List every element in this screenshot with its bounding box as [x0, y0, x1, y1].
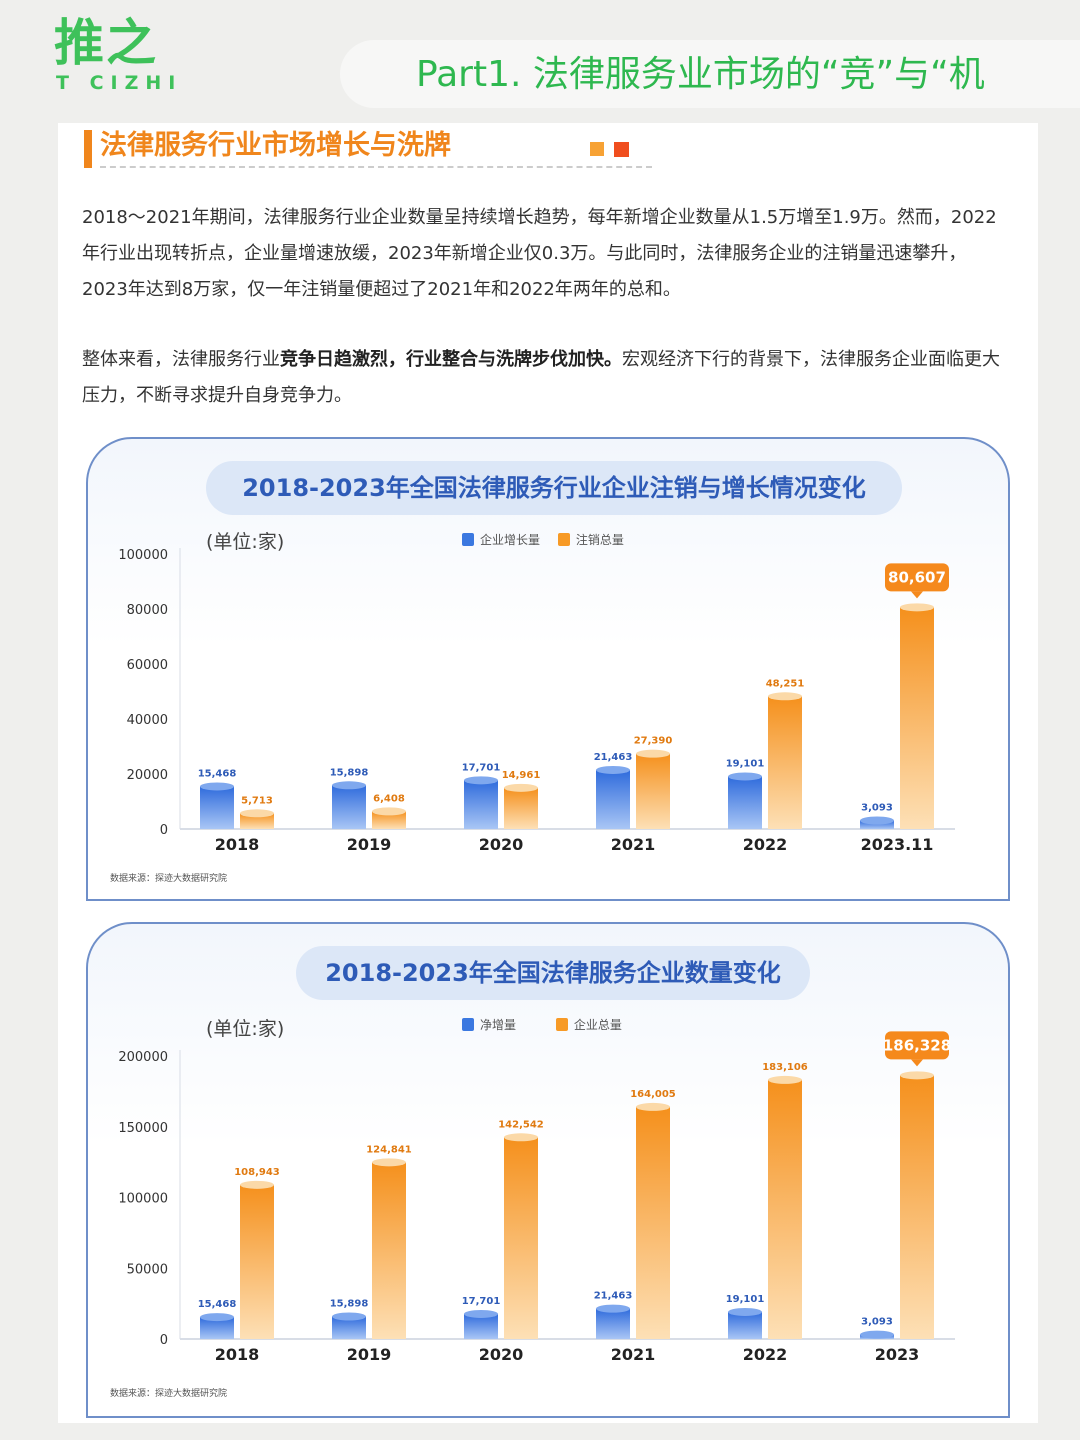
paragraph-2-start: 整体来看，法律服务行业 [82, 349, 280, 370]
data-label: 27,390 [634, 736, 673, 747]
data-label: 17,701 [462, 762, 501, 773]
bar-cap [332, 781, 366, 790]
bar-注销总量 [636, 753, 670, 829]
logo-main-text: 推之 [54, 14, 158, 72]
paragraph-2-end: 宏观经济下行的背景下，法律服务企业面临更大压力，不断寻求提升自身竞争力。 [82, 349, 1000, 406]
bar-cap [372, 807, 406, 816]
x-tick-label: 2022 [743, 835, 788, 854]
data-label: 21,463 [594, 752, 633, 763]
legend-item: 净增量 [462, 1018, 516, 1032]
bar-cap [464, 776, 498, 785]
bar-cap [860, 816, 894, 825]
bar-注销总量 [900, 607, 934, 829]
decor-square-red [614, 142, 629, 157]
bar-企业增长量 [860, 820, 894, 829]
section-divider [100, 166, 652, 168]
bar-注销总量 [768, 696, 802, 829]
data-label: 15,468 [198, 768, 237, 779]
x-tick-label: 2019 [347, 835, 392, 854]
bar-cap [728, 772, 762, 781]
bar-cap [504, 783, 538, 792]
chart-1-title: 2018-2023年全国法律服务行业企业注销与增长情况变化 [206, 461, 902, 515]
bar-注销总量 [372, 811, 406, 829]
bar-企业增长量 [728, 776, 762, 829]
chart-2-source: 数据来源：探迹大数据研究院 [110, 1389, 228, 1399]
brand-logo: 推之 T CIZHI [54, 14, 184, 104]
header-banner [340, 40, 1080, 108]
logo-sub-text: T CIZHI [56, 72, 183, 94]
highlight-label: 80,607 [888, 568, 946, 586]
bar-企业增长量 [596, 769, 630, 829]
data-label: 15,898 [330, 767, 369, 778]
bar-cap [768, 692, 802, 701]
bar-cap [200, 782, 234, 791]
chart-2-legend: 净增量 企业总量 [462, 1016, 636, 1033]
chart-2-title: 2018-2023年全国法律服务企业数量变化 [296, 946, 810, 1000]
legend-swatch-orange [555, 1018, 568, 1031]
section-accent-bar [84, 130, 92, 168]
legend-swatch-blue [462, 1018, 474, 1031]
data-label: 14,961 [502, 770, 541, 781]
bar-企业增长量 [200, 786, 234, 829]
x-tick-label: 2020 [479, 835, 524, 854]
highlight-callout-pointer [911, 591, 923, 599]
bar-cap [636, 749, 670, 758]
page-title: Part1. 法律服务业市场的“竞”与“机 [416, 54, 985, 95]
bar-cap [596, 765, 630, 774]
legend-item: 注销总量 [557, 533, 624, 547]
y-tick-label: 0 [160, 823, 168, 838]
legend-label: 净增量 [480, 1018, 517, 1032]
x-tick-label: 2023.11 [861, 835, 934, 854]
legend-item: 企业增长量 [462, 533, 540, 547]
section-title: 法律服务行业市场增长与洗牌 [100, 130, 451, 161]
bar-企业增长量 [332, 785, 366, 829]
bar-注销总量 [240, 813, 274, 829]
y-tick-label: 100000 [118, 548, 168, 563]
data-label: 5,713 [241, 795, 273, 806]
x-tick-label: 2021 [611, 835, 656, 854]
decor-square-orange [590, 142, 604, 156]
data-label: 6,408 [373, 793, 405, 804]
y-tick-label: 40000 [127, 713, 168, 728]
data-label: 48,251 [766, 678, 805, 689]
paragraph-1: 2018～2021年期间，法律服务行业企业数量呈持续增长趋势，每年新增企业数量从… [82, 207, 997, 300]
y-tick-label: 80000 [127, 603, 168, 618]
legend-swatch-orange [557, 533, 570, 546]
chart-1-source: 数据来源：探迹大数据研究院 [110, 874, 228, 884]
legend-label: 注销总量 [575, 533, 624, 547]
legend-label: 企业增长量 [480, 533, 541, 547]
chart-1-legend: 企业增长量 注销总量 [462, 531, 638, 548]
chart-1-unit: (单位:家) [206, 531, 285, 553]
bar-cap [240, 809, 274, 818]
y-tick-label: 60000 [127, 658, 168, 673]
legend-swatch-blue [462, 533, 474, 546]
bar-企业增长量 [464, 780, 498, 829]
data-label: 3,093 [861, 802, 893, 813]
legend-label: 企业总量 [573, 1018, 622, 1032]
data-label: 19,101 [726, 758, 765, 769]
x-tick-label: 2018 [215, 835, 260, 854]
paragraph-2: 整体来看，法律服务行业竞争日趋激烈，行业整合与洗牌步伐加快。宏观经济下行的背景下… [82, 342, 1012, 414]
y-tick-label: 20000 [127, 768, 168, 783]
bar-cap [900, 603, 934, 612]
chart-2-panel: 2018-2023年全国法律服务企业数量变化 (单位:家) 净增量 企业总量 数… [86, 922, 1010, 1418]
paragraph-2-emphasis: 竞争日趋激烈，行业整合与洗牌步伐加快。 [280, 349, 622, 370]
bar-注销总量 [504, 787, 538, 829]
chart-2-unit: (单位:家) [206, 1018, 285, 1040]
legend-item: 企业总量 [555, 1018, 622, 1032]
highlight-callout [885, 563, 949, 592]
